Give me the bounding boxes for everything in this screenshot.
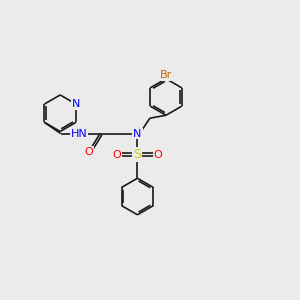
Text: N: N [72,99,80,109]
Text: HN: HN [70,128,87,139]
Text: O: O [112,150,121,160]
Text: S: S [134,148,141,161]
Text: N: N [133,128,142,139]
Text: O: O [154,150,162,160]
Text: O: O [84,147,93,158]
Text: Br: Br [160,70,172,80]
